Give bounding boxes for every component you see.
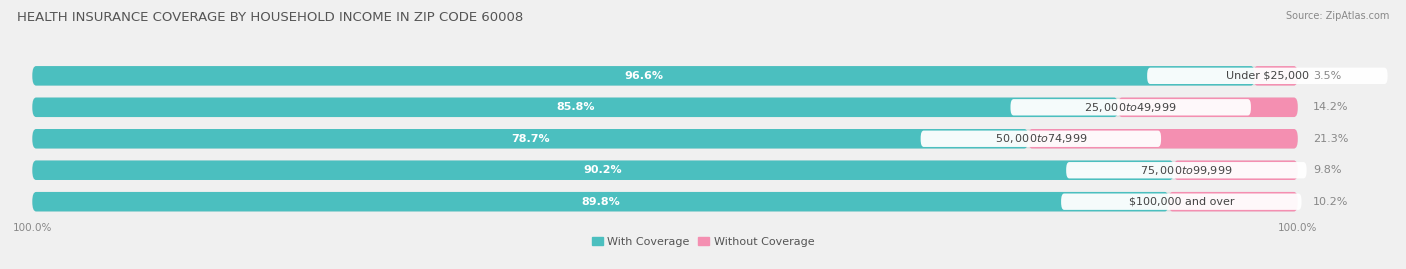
Text: Under $25,000: Under $25,000 [1226, 71, 1309, 81]
FancyBboxPatch shape [1168, 192, 1298, 211]
Text: 3.5%: 3.5% [1313, 71, 1341, 81]
Text: 90.2%: 90.2% [583, 165, 623, 175]
FancyBboxPatch shape [1028, 129, 1298, 148]
Text: 100.0%: 100.0% [13, 223, 52, 233]
FancyBboxPatch shape [32, 98, 1298, 117]
Text: 85.8%: 85.8% [555, 102, 595, 112]
Text: $50,000 to $74,999: $50,000 to $74,999 [994, 132, 1087, 145]
Text: 78.7%: 78.7% [510, 134, 550, 144]
FancyBboxPatch shape [1118, 98, 1298, 117]
Text: 9.8%: 9.8% [1313, 165, 1341, 175]
FancyBboxPatch shape [32, 66, 1254, 86]
FancyBboxPatch shape [1147, 68, 1388, 84]
Text: 96.6%: 96.6% [624, 71, 664, 81]
FancyBboxPatch shape [32, 129, 1028, 148]
FancyBboxPatch shape [1062, 193, 1302, 210]
FancyBboxPatch shape [32, 66, 1298, 86]
FancyBboxPatch shape [32, 129, 1298, 148]
Legend: With Coverage, Without Coverage: With Coverage, Without Coverage [588, 233, 818, 252]
FancyBboxPatch shape [32, 192, 1168, 211]
FancyBboxPatch shape [32, 161, 1298, 180]
FancyBboxPatch shape [1011, 99, 1251, 115]
Text: 21.3%: 21.3% [1313, 134, 1348, 144]
FancyBboxPatch shape [32, 98, 1118, 117]
Text: HEALTH INSURANCE COVERAGE BY HOUSEHOLD INCOME IN ZIP CODE 60008: HEALTH INSURANCE COVERAGE BY HOUSEHOLD I… [17, 11, 523, 24]
Text: Source: ZipAtlas.com: Source: ZipAtlas.com [1285, 11, 1389, 21]
FancyBboxPatch shape [1254, 66, 1298, 86]
Text: 100.0%: 100.0% [1278, 223, 1317, 233]
Text: 14.2%: 14.2% [1313, 102, 1348, 112]
Text: $75,000 to $99,999: $75,000 to $99,999 [1140, 164, 1233, 177]
FancyBboxPatch shape [1066, 162, 1306, 178]
Text: $100,000 and over: $100,000 and over [1129, 197, 1234, 207]
FancyBboxPatch shape [32, 192, 1298, 211]
Text: $25,000 to $49,999: $25,000 to $49,999 [1084, 101, 1177, 114]
Text: 89.8%: 89.8% [581, 197, 620, 207]
Text: 10.2%: 10.2% [1313, 197, 1348, 207]
FancyBboxPatch shape [1174, 161, 1298, 180]
FancyBboxPatch shape [921, 130, 1161, 147]
FancyBboxPatch shape [32, 161, 1174, 180]
